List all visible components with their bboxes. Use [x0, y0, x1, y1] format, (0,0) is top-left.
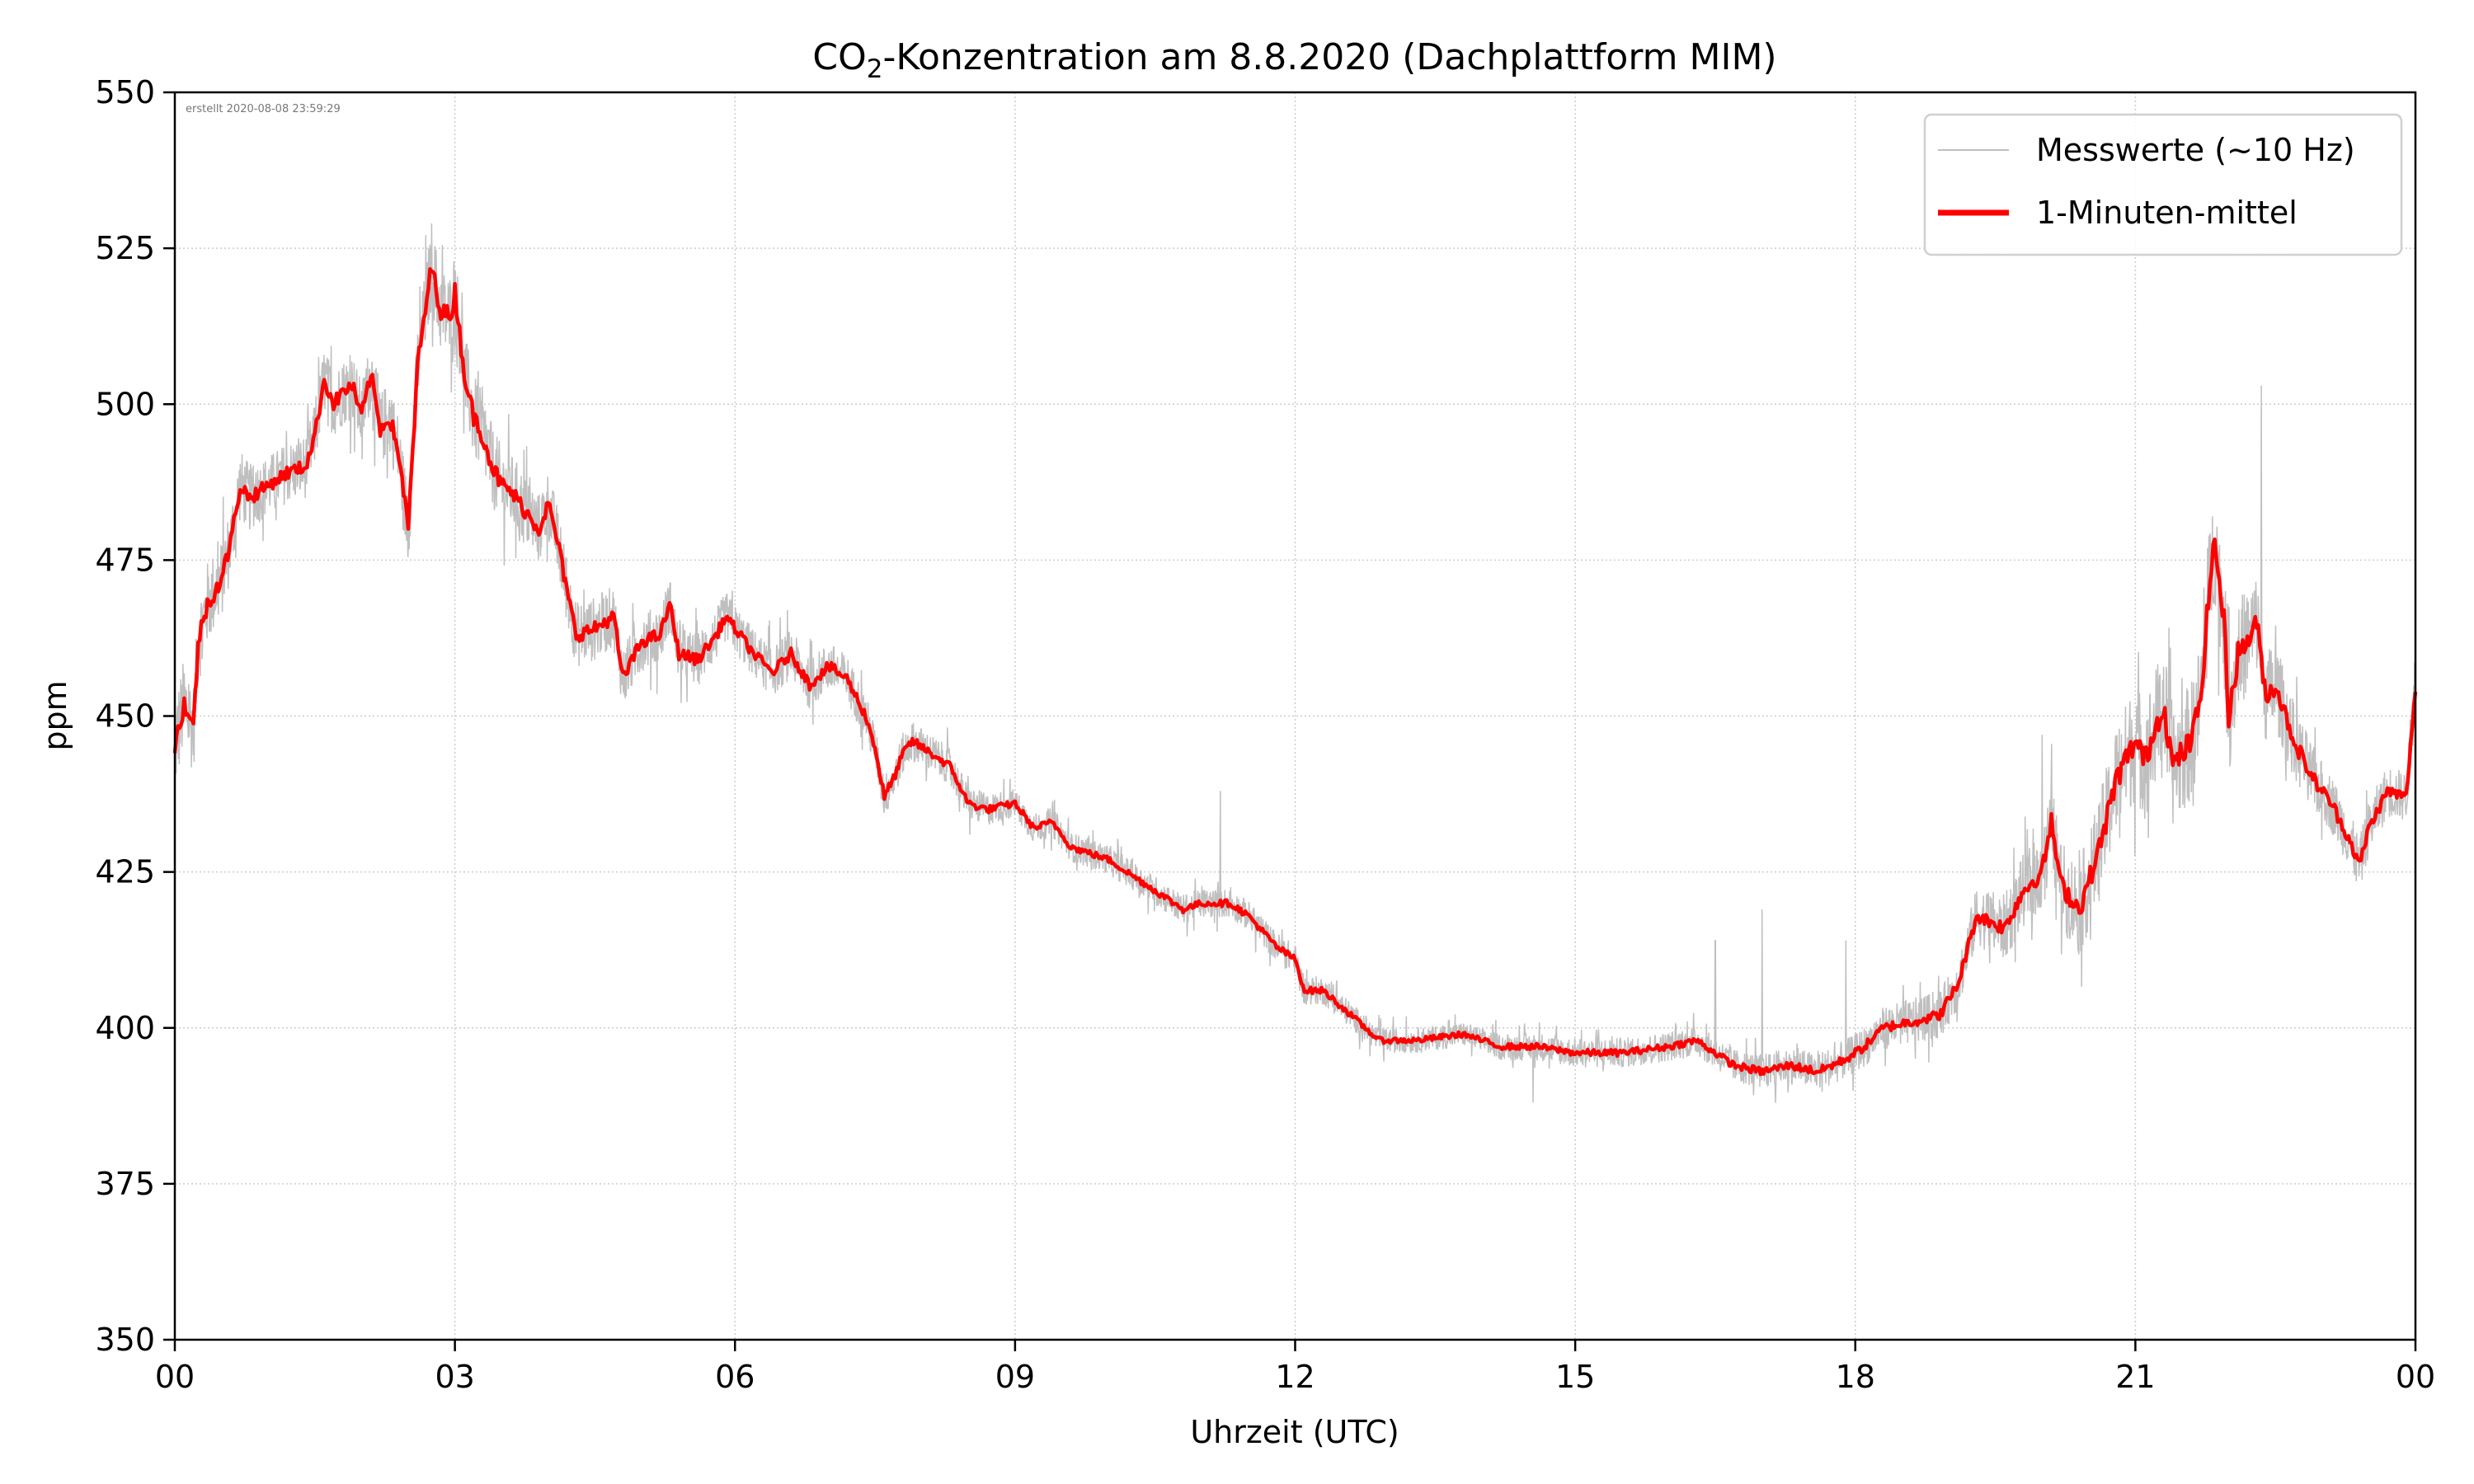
legend-mean-label: 1-Minuten-mittel [2036, 195, 2298, 231]
x-tick-label: 18 [1836, 1359, 1875, 1395]
y-tick-label: 500 [95, 386, 155, 422]
y-tick-label: 425 [95, 854, 155, 890]
x-tick-label: 00 [155, 1359, 195, 1395]
y-axis-label: ppm [37, 680, 73, 750]
y-tick-label: 550 [95, 74, 155, 110]
y-tick-label: 375 [95, 1166, 155, 1202]
grid [174, 92, 2416, 1341]
x-axis-label: Uhrzeit (UTC) [1190, 1414, 1399, 1450]
x-tick-label: 21 [2115, 1359, 2155, 1395]
x-tick-label: 09 [995, 1359, 1035, 1395]
one-minute-mean-line [172, 267, 2418, 1077]
y-tick-label: 400 [95, 1010, 155, 1046]
legend-box [1923, 113, 2403, 256]
y-tick-label: 450 [95, 698, 155, 735]
ticks: 00 03 06 09 12 15 18 21 003503754004254504755005… [95, 74, 2435, 1395]
y-tick-label: 475 [95, 542, 155, 578]
x-tick-label: 00 [2396, 1359, 2435, 1395]
y-tick-label: 350 [95, 1322, 155, 1358]
chart-title: CO2-Konzentration am 8.8.2020 (Dachplatt… [812, 36, 1776, 84]
legend: Messwerte (~10 Hz) 1-Minuten-mittel [1923, 113, 2403, 256]
raw-measurements-line [174, 223, 2416, 1103]
x-tick-label: 06 [715, 1359, 755, 1395]
x-tick-label: 12 [1275, 1359, 1315, 1395]
plot-area [172, 223, 2418, 1103]
created-annotation: erstellt 2020-08-08 23:59:29 [186, 103, 341, 115]
x-tick-label: 15 [1555, 1359, 1595, 1395]
legend-raw-label: Messwerte (~10 Hz) [2036, 132, 2355, 168]
y-tick-label: 525 [95, 230, 155, 266]
x-tick-label: 03 [435, 1359, 474, 1395]
